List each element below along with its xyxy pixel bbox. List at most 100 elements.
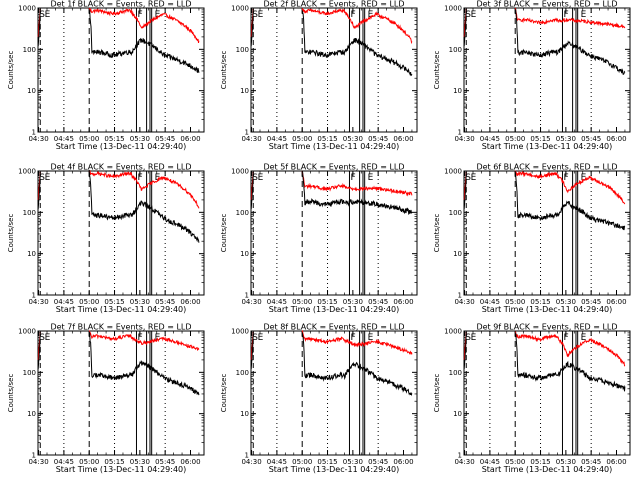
x-tick-label: 05:00 bbox=[505, 298, 525, 306]
flag-label: E bbox=[581, 333, 587, 343]
flag-label: S bbox=[465, 173, 471, 183]
x-tick-label: 05:15 bbox=[530, 298, 550, 306]
x-tick-label: 05:15 bbox=[104, 135, 124, 143]
y-tick-label: 10 bbox=[27, 250, 36, 258]
y-tick-label: 10 bbox=[240, 250, 249, 258]
x-tick-label: 04:45 bbox=[267, 298, 287, 306]
x-tick-label: 05:15 bbox=[317, 298, 337, 306]
lld-series-line bbox=[514, 330, 626, 367]
x-tick-label: 06:00 bbox=[606, 298, 626, 306]
lld-series-line bbox=[88, 169, 200, 209]
lld-series-line bbox=[514, 7, 626, 29]
events-spike bbox=[463, 331, 467, 370]
events-spike bbox=[250, 331, 254, 370]
x-tick-label: 04:45 bbox=[480, 458, 500, 466]
lld-series-line bbox=[301, 330, 413, 355]
lld-series-line bbox=[514, 170, 626, 205]
flag-label: E bbox=[258, 333, 264, 343]
plot-frame bbox=[37, 7, 205, 133]
x-axis-label: Start Time (13-Dec-11 04:29:40) bbox=[269, 465, 400, 474]
x-tick-label: 06:00 bbox=[393, 298, 413, 306]
x-tick-label: 06:00 bbox=[180, 458, 200, 466]
x-tick-label: 06:00 bbox=[393, 135, 413, 143]
flag-label: S bbox=[39, 333, 45, 343]
flag-label: E bbox=[45, 333, 51, 343]
x-tick-label: 05:15 bbox=[530, 135, 550, 143]
y-tick-label: 100 bbox=[236, 46, 249, 54]
y-tick-label: 1 bbox=[245, 452, 249, 460]
x-tick-label: 04:45 bbox=[267, 458, 287, 466]
flag-label: F bbox=[350, 173, 355, 183]
x-tick-label: 05:45 bbox=[155, 458, 175, 466]
plot-frame bbox=[463, 7, 631, 133]
flag-label: E bbox=[581, 173, 587, 183]
flag-label: S bbox=[252, 10, 258, 20]
flag-label: E bbox=[258, 173, 264, 183]
events-series-line bbox=[88, 331, 200, 396]
flag-label: E bbox=[471, 173, 477, 183]
x-tick-label: 05:30 bbox=[343, 298, 363, 306]
y-axis-label: Counts/sec bbox=[7, 374, 15, 413]
plot-frame bbox=[250, 7, 418, 133]
y-axis-label: Counts/sec bbox=[220, 214, 228, 253]
x-tick-label: 04:30 bbox=[454, 135, 474, 143]
events-series-line bbox=[301, 170, 413, 216]
flag-label: E bbox=[471, 333, 477, 343]
panel-det-8: Det 8f BLACK = Events, RED = LLD 1 10 100 10… bbox=[220, 323, 418, 474]
x-tick-label: 05:00 bbox=[79, 298, 99, 306]
y-tick-label: 1000 bbox=[18, 168, 36, 176]
plot-frame bbox=[250, 330, 418, 456]
x-tick-label: 05:30 bbox=[130, 298, 150, 306]
panel-title: Det 7f BLACK = Events, RED = LLD bbox=[50, 323, 191, 332]
x-tick-label: 04:30 bbox=[28, 135, 48, 143]
x-tick-label: 04:30 bbox=[28, 458, 48, 466]
x-tick-label: 05:30 bbox=[556, 458, 576, 466]
x-axis-label: Start Time (13-Dec-11 04:29:40) bbox=[482, 305, 613, 314]
x-tick-label: 04:45 bbox=[267, 135, 287, 143]
x-tick-label: 05:45 bbox=[368, 298, 388, 306]
flag-label: F bbox=[137, 10, 142, 20]
x-tick-label: 04:45 bbox=[54, 458, 74, 466]
y-tick-label: 10 bbox=[27, 410, 36, 418]
x-axis-label: Start Time (13-Dec-11 04:29:40) bbox=[269, 305, 400, 314]
events-spike bbox=[37, 331, 41, 370]
x-axis-label: Start Time (13-Dec-11 04:29:40) bbox=[56, 142, 187, 151]
y-tick-label: 100 bbox=[23, 46, 36, 54]
flag-label: F bbox=[350, 333, 355, 343]
x-tick-label: 05:45 bbox=[581, 298, 601, 306]
x-axis-label: Start Time (13-Dec-11 04:29:40) bbox=[482, 465, 613, 474]
panel-title: Det 4f BLACK = Events, RED = LLD bbox=[50, 163, 191, 172]
y-axis-label: Counts/sec bbox=[7, 51, 15, 90]
x-tick-label: 05:30 bbox=[130, 458, 150, 466]
x-tick-label: 05:45 bbox=[368, 135, 388, 143]
x-tick-label: 05:30 bbox=[556, 135, 576, 143]
x-tick-label: 05:30 bbox=[556, 298, 576, 306]
x-tick-label: 06:00 bbox=[606, 135, 626, 143]
x-tick-label: 05:15 bbox=[104, 458, 124, 466]
y-tick-label: 1000 bbox=[231, 328, 249, 336]
x-tick-label: 04:30 bbox=[241, 458, 261, 466]
x-tick-label: 05:15 bbox=[317, 135, 337, 143]
x-tick-label: 05:15 bbox=[530, 458, 550, 466]
x-tick-label: 06:00 bbox=[393, 458, 413, 466]
y-tick-label: 1 bbox=[245, 129, 249, 137]
x-tick-label: 05:45 bbox=[581, 458, 601, 466]
panel-det-7: Det 7f BLACK = Events, RED = LLD 1 10 100 10… bbox=[7, 323, 205, 474]
y-tick-label: 1000 bbox=[444, 5, 462, 13]
flag-label: E bbox=[581, 10, 587, 20]
x-tick-label: 05:30 bbox=[343, 458, 363, 466]
y-tick-label: 1000 bbox=[18, 328, 36, 336]
flag-label: F bbox=[563, 333, 568, 343]
panel-det-4: Det 4f BLACK = Events, RED = LLD 1 10 100 10… bbox=[7, 163, 205, 314]
panel-title: Det 5f BLACK = Events, RED = LLD bbox=[263, 163, 404, 172]
x-tick-label: 05:30 bbox=[343, 135, 363, 143]
y-tick-label: 1000 bbox=[444, 168, 462, 176]
panel-det-5: Det 5f BLACK = Events, RED = LLD 1 10 100 10… bbox=[220, 163, 418, 314]
flag-label: F bbox=[137, 333, 142, 343]
y-tick-label: 1 bbox=[32, 292, 36, 300]
y-tick-label: 1000 bbox=[18, 5, 36, 13]
x-axis-label: Start Time (13-Dec-11 04:29:40) bbox=[56, 465, 187, 474]
x-tick-label: 05:00 bbox=[505, 135, 525, 143]
panel-det-3: Det 3f BLACK = Events, RED = LLD 1 10 100 10… bbox=[433, 0, 631, 151]
y-tick-label: 100 bbox=[236, 369, 249, 377]
